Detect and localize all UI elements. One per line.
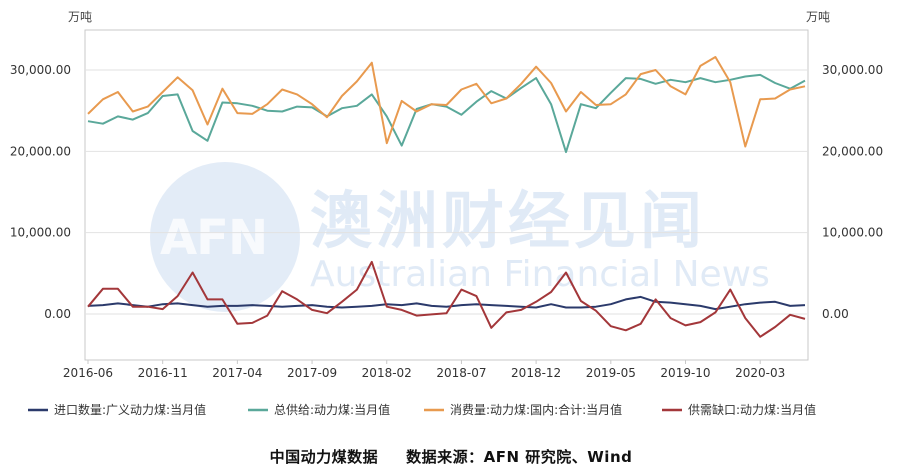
y-tick-label-left: 0.00 [44, 307, 71, 321]
y-tick-label-right: 30,000.00 [822, 63, 883, 77]
legend-label-2: 总供给:动力煤:当月值 [274, 402, 390, 417]
legend-label-3: 消费量:动力煤:国内:合计:当月值 [450, 402, 622, 417]
x-tick-label: 2018-07 [436, 366, 486, 380]
x-tick-label: 2019-05 [586, 366, 636, 380]
right-axis-unit: 万吨 [806, 10, 831, 24]
left-axis-unit: 万吨 [68, 10, 93, 24]
x-tick-label: 2019-10 [660, 366, 710, 380]
x-tick-label: 2018-02 [362, 366, 412, 380]
series-line-1 [87, 295, 806, 311]
y-tick-label-left: 30,000.00 [10, 63, 71, 77]
x-tick-label: 2017-04 [212, 366, 262, 380]
y-tick-label-right: 0.00 [822, 307, 849, 321]
y-tick-label-right: 20,000.00 [822, 144, 883, 158]
legend-label-4: 供需缺口:动力煤:当月值 [688, 402, 816, 417]
x-tick-label: 2020-03 [735, 366, 785, 380]
series-line-3 [87, 56, 806, 148]
caption-title: 中国动力煤数据 [269, 448, 379, 466]
series-line-2 [87, 73, 806, 154]
y-tick-label-left: 20,000.00 [10, 144, 71, 158]
legend-label-1: 进口数量:广义动力煤:当月值 [54, 402, 206, 417]
x-tick-label: 2017-09 [287, 366, 337, 380]
y-tick-label-left: 10,000.00 [10, 226, 71, 240]
x-tick-label: 2018-12 [511, 366, 561, 380]
series-line-4 [87, 260, 806, 338]
figure-caption: 中国动力煤数据 数据来源：AFN 研究院、Wind [0, 446, 902, 467]
x-tick-label: 2016-11 [138, 366, 188, 380]
caption-source: 数据来源：AFN 研究院、Wind [406, 448, 633, 466]
x-tick-label: 2016-06 [63, 366, 113, 380]
y-tick-label-right: 10,000.00 [822, 226, 883, 240]
plot-frame [84, 29, 809, 361]
